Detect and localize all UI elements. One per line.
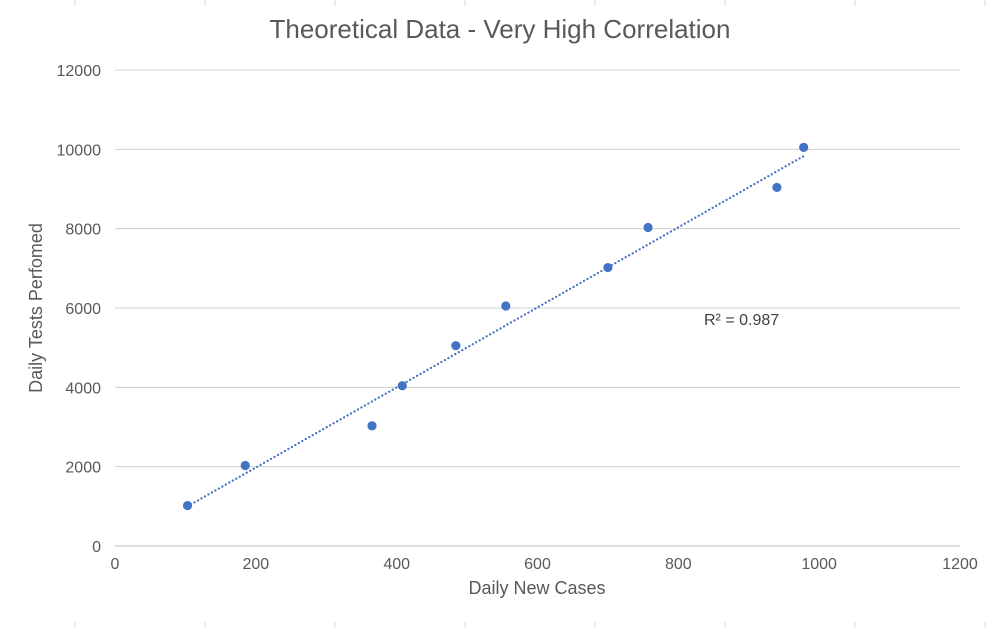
data-point bbox=[799, 142, 809, 152]
y-tick-label: 0 bbox=[92, 539, 101, 556]
x-tick-label: 1000 bbox=[801, 556, 837, 573]
x-tick-label: 400 bbox=[383, 556, 410, 573]
linear-trendline bbox=[186, 154, 805, 508]
data-point bbox=[182, 500, 193, 511]
y-tick-label: 10000 bbox=[57, 142, 102, 159]
data-point bbox=[367, 421, 377, 431]
x-tick-label: 0 bbox=[111, 556, 120, 573]
x-tick-label: 800 bbox=[665, 556, 692, 573]
data-point bbox=[772, 182, 782, 193]
y-tick-label: 6000 bbox=[65, 301, 101, 318]
data-point bbox=[397, 381, 407, 391]
y-tick-label: 8000 bbox=[65, 222, 101, 239]
data-point bbox=[501, 301, 511, 311]
chart-title: Theoretical Data - Very High Correlation bbox=[270, 14, 731, 44]
r-squared-label: R² = 0.987 bbox=[704, 312, 779, 329]
x-axis-title: Daily New Cases bbox=[468, 578, 605, 598]
x-tick-label: 200 bbox=[242, 556, 269, 573]
trendline-layer bbox=[186, 154, 805, 508]
data-point bbox=[240, 460, 250, 471]
y-tick-label: 4000 bbox=[65, 380, 101, 397]
gridlines bbox=[115, 69, 960, 547]
data-point bbox=[451, 341, 461, 351]
y-tick-label: 12000 bbox=[57, 63, 102, 80]
y-axis-title: Daily Tests Perfomed bbox=[26, 223, 46, 393]
x-tick-label: 600 bbox=[524, 556, 551, 573]
x-tick-label: 1200 bbox=[942, 556, 978, 573]
y-tick-label: 2000 bbox=[65, 460, 101, 477]
chart-border-ticks bbox=[74, 0, 986, 628]
y-axis: 0 2000 4000 6000 8000 10000 12000 bbox=[57, 63, 102, 556]
data-point bbox=[603, 262, 613, 273]
data-points bbox=[182, 142, 809, 511]
x-axis: 0 200 400 600 800 1000 1200 bbox=[111, 556, 978, 573]
data-point bbox=[643, 222, 653, 233]
